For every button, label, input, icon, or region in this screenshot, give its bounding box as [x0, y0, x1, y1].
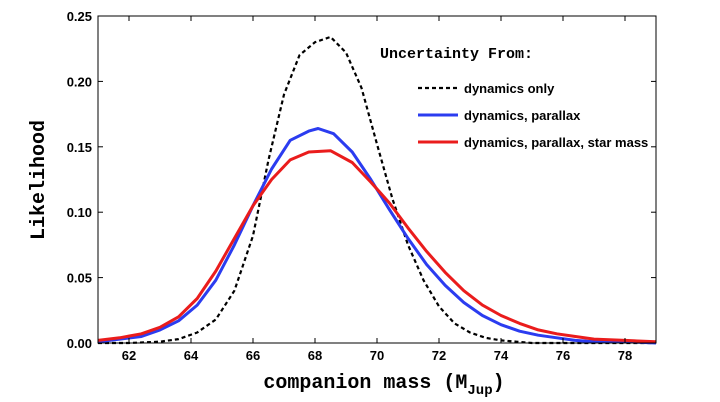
x-tick-label: 70 — [370, 348, 384, 363]
series-line-1 — [97, 127, 657, 345]
series-layer — [97, 35, 657, 345]
y-tick-label: 0.10 — [67, 205, 92, 220]
legend: Uncertainty From: dynamics only dynamics,… — [380, 46, 648, 150]
legend-label-1: dynamics, parallax — [464, 108, 581, 123]
y-tick-label: 0.15 — [67, 140, 92, 155]
series-line-0 — [98, 35, 656, 345]
x-tick-label: 68 — [308, 348, 322, 363]
y-ticks: 0.00 0.05 0.10 0.15 0.20 0.25 — [67, 9, 656, 351]
x-tick-label: 72 — [432, 348, 446, 363]
x-tick-label: 76 — [556, 348, 570, 363]
x-tick-label: 74 — [494, 348, 509, 363]
x-axis-title-main: companion mass (M — [263, 372, 467, 395]
y-tick-label: 0.05 — [67, 271, 92, 286]
y-tick-label: 0.00 — [67, 336, 92, 351]
x-axis-title-end: ) — [493, 372, 505, 395]
y-tick-label: 0.20 — [67, 74, 92, 89]
x-axis-title-subscript: Jup — [467, 383, 492, 399]
x-tick-label: 62 — [122, 348, 136, 363]
legend-label-0: dynamics only — [464, 81, 555, 96]
x-tick-label: 66 — [246, 348, 260, 363]
plot-area — [98, 16, 656, 343]
x-tick-label: 78 — [618, 348, 632, 363]
legend-title: Uncertainty From: — [380, 46, 533, 63]
x-axis-title: companion mass (MJup) — [263, 372, 504, 399]
x-tick-label: 64 — [184, 348, 199, 363]
series-line-2 — [97, 149, 657, 344]
legend-label-2: dynamics, parallax, star mass — [464, 135, 648, 150]
y-axis-title: Likelihood — [28, 120, 51, 240]
x-ticks: 62 64 66 68 70 72 74 76 78 — [122, 16, 632, 363]
y-tick-label: 0.25 — [67, 9, 92, 24]
